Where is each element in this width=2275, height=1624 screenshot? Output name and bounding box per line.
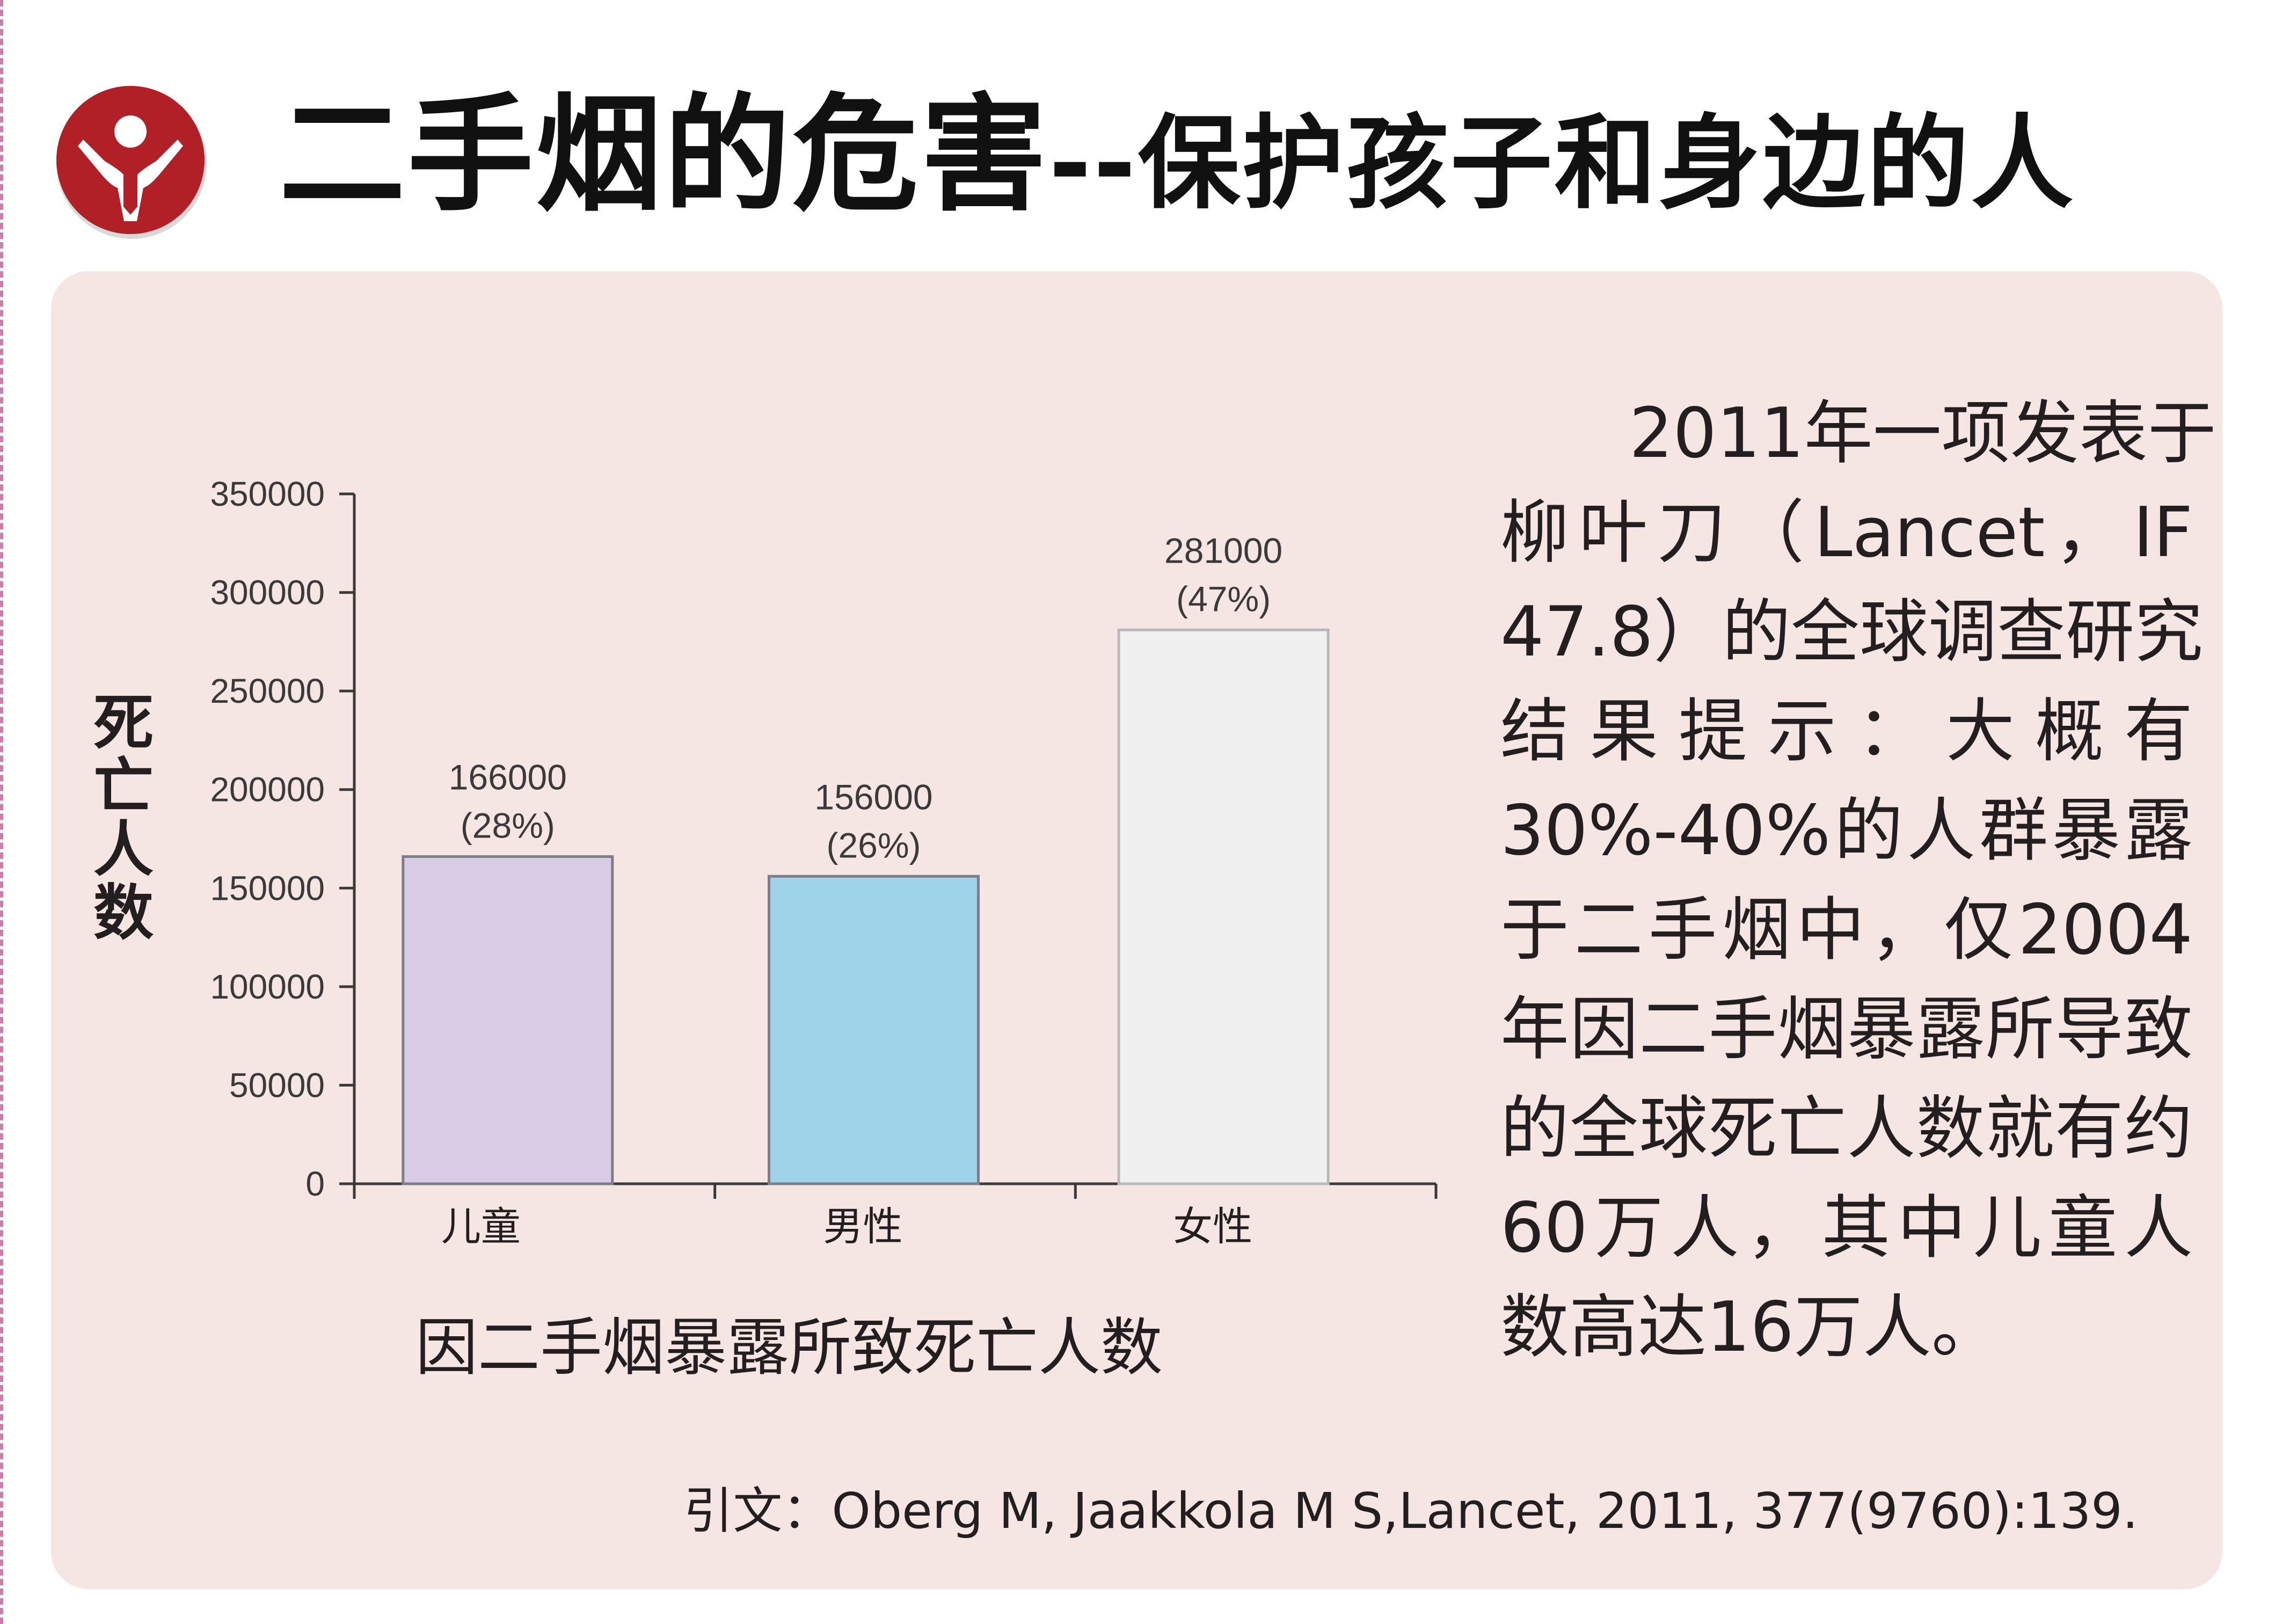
y-axis-label-char: 死 [93,688,154,758]
bar-percent-label: (26%) [826,825,921,865]
x-category-label: 女性 [1173,1204,1252,1250]
y-tick-label: 350000 [210,475,325,513]
dashed-border [0,0,9,1624]
bar-value-label: 281000 [1164,530,1282,570]
citation: 引文：Oberg M, Jaakkola M S,Lancet, 2011, 3… [683,1482,2138,1540]
x-category-label: 男性 [823,1204,903,1250]
y-tick-label: 200000 [210,770,325,809]
bar-chart: 0 50000 100000 150000 200000 250000 300000 3500… [93,475,1438,1384]
y-tick-label: 50000 [229,1066,325,1104]
y-axis-label-char: 亡 [93,752,154,821]
bar-percent-label: (28%) [461,806,555,846]
description-line: 2011年一项发表于 [1629,394,2216,474]
description-line: 的全球死亡人数就有约 [1500,1089,2193,1169]
description-line: 于二手烟中，仅2004 [1500,890,2193,970]
title-main: 二手烟的危害 [279,82,1049,229]
chart-title: 因二手烟暴露所致死亡人数 [415,1312,1163,1384]
bar-value-label: 166000 [449,758,567,797]
y-axis-label-char: 数 [93,878,154,948]
bar-percent-label: (47%) [1176,579,1271,618]
y-axis-label-char: 人 [93,815,154,885]
description-line: 年因二手烟暴露所导致 [1500,989,2193,1069]
bar-value-label: 156000 [814,777,932,817]
bar-2 [768,875,980,1185]
description-line: 47.8）的全球调查研究 [1500,592,2204,672]
y-tick-label: 100000 [210,967,325,1006]
description-line: 60万人，其中儿童人 [1500,1188,2193,1268]
y-tick-label: 250000 [210,672,325,710]
title-sub: --保护孩子和身边的人 [1049,104,2075,223]
x-category-label: 儿童 [441,1204,521,1250]
y-tick-label: 0 [305,1164,325,1203]
description-line: 柳叶刀（Lancet，IF [1500,493,2193,573]
page-title: 二手烟的危害--保护孩子和身边的人 [279,81,2075,239]
y-tick-label: 300000 [210,573,325,612]
description-line: 结果提示：大概有 [1500,691,2193,771]
description-text: 2011年一项发表于柳叶刀（Lancet，IF 47.8）的全球调查研究 结果提示：… [1500,384,2216,1377]
bar-3 [1117,628,1330,1185]
description-line: 数高达16万人。 [1500,1287,2000,1367]
bar-1 [402,855,614,1185]
y-tick-label: 150000 [210,869,325,907]
logo-icon [56,86,207,239]
description-line: 30%-40%的人群暴露 [1500,791,2193,871]
